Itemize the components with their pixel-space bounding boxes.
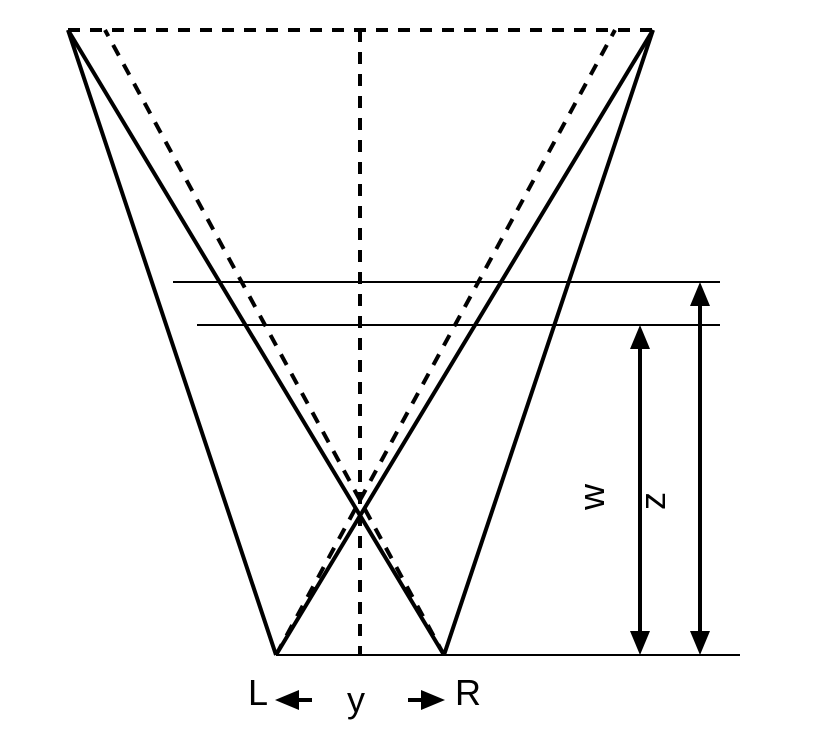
label-z: z [632, 492, 673, 510]
geometry-diagram: L Ry w z [0, 0, 822, 750]
label-L: L [248, 672, 268, 713]
label-R: R [455, 672, 481, 713]
label-w: w [571, 483, 612, 511]
label-y: y [347, 679, 365, 720]
